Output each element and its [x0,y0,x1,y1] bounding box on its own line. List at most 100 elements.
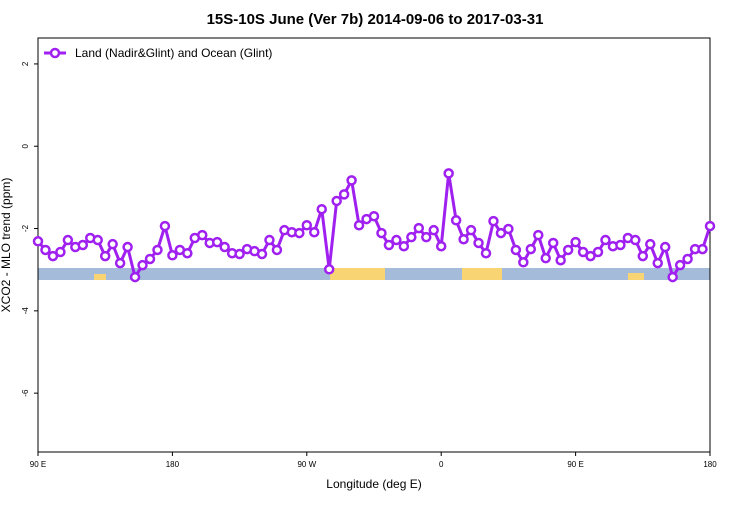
y-tick-label: -6 [21,389,30,397]
data-point [585,250,596,262]
data-point [234,248,245,260]
y-tick-label: 2 [21,61,30,66]
data-point [480,247,492,259]
data-point [301,219,313,231]
data-point [421,231,432,243]
data-point [129,271,141,283]
data-point [562,244,574,256]
data-point [271,244,283,256]
data-point [428,224,439,236]
data-point [62,234,74,246]
data-point [353,219,365,231]
data-point [182,247,193,259]
data-point [114,257,126,269]
data-point [659,241,671,253]
data-point [697,243,708,255]
land-strip [628,273,644,280]
x-tick-label: 90 W [297,460,316,469]
data-point [338,189,350,200]
data-point [309,226,320,238]
land-strip [94,274,106,280]
data-point [600,234,611,246]
data-point [77,239,89,251]
x-tick-label: 90 E [567,460,583,469]
data-point [450,215,462,226]
data-point [473,237,484,249]
map-strip [38,268,710,280]
x-tick-label: 180 [703,460,717,469]
data-point [197,229,208,241]
data-point [637,250,649,262]
land-strip [330,268,385,280]
data-point [137,259,148,271]
y-tick-label: -4 [21,307,30,315]
data-point [510,244,522,256]
data-point [682,253,693,265]
data-point [159,220,171,232]
data-point [435,240,447,252]
data-point [122,241,133,253]
data-point [674,259,686,271]
data-point [488,215,499,227]
data-point [630,234,641,246]
data-point [652,257,663,269]
chart-title: 15S-10S June (Ver 7b) 2014-09-06 to 2017… [207,11,544,28]
y-tick-label: 0 [21,143,30,148]
data-point [458,233,469,245]
data-point [346,175,357,186]
data-point [99,250,111,262]
x-tick-label: 0 [439,460,444,469]
data-point [547,237,559,249]
data-point [592,246,604,258]
data-point [570,236,581,248]
x-axis-label: Longitude (deg E) [326,477,421,491]
data-point [264,234,275,246]
data-point [47,250,59,262]
data-point [525,243,537,255]
data-point [211,236,223,248]
data-point [398,240,410,252]
data-point [219,241,230,253]
data-point [331,195,342,207]
x-tick-label: 90 E [30,460,46,469]
data-point [406,231,417,243]
data-point [645,238,656,250]
data-point [555,254,566,266]
data-point [383,239,395,251]
y-tick-label: -2 [21,224,30,232]
data-point [533,229,544,241]
legend-marker [49,47,61,59]
data-point [615,239,626,251]
data-point [167,250,178,261]
data-point [413,222,425,234]
data-point [152,244,163,256]
data-point [503,223,514,235]
data-point [376,227,387,239]
y-axis-label: XCO2 - MLO trend (ppm) [0,178,13,313]
data-point [256,248,268,260]
data-point [577,246,589,258]
data-point [294,227,305,239]
data-point [495,227,507,239]
data-point [40,244,51,256]
data-point [368,210,380,222]
data-point [540,252,551,264]
x-tick-label: 180 [166,460,180,469]
data-point [107,238,118,250]
data-point [323,264,335,275]
data-point [391,234,402,246]
data-point [704,220,716,232]
data-point [55,246,66,258]
legend-label: Land (Nadir&Glint) and Ocean (Glint) [75,46,272,60]
data-point [667,271,678,283]
data-point [32,236,44,247]
data-point [518,257,529,268]
data-point [144,253,156,265]
data-point [465,224,477,236]
data-point [316,203,327,215]
data-point [443,168,454,179]
land-strip [462,268,502,280]
data-point [92,234,103,246]
